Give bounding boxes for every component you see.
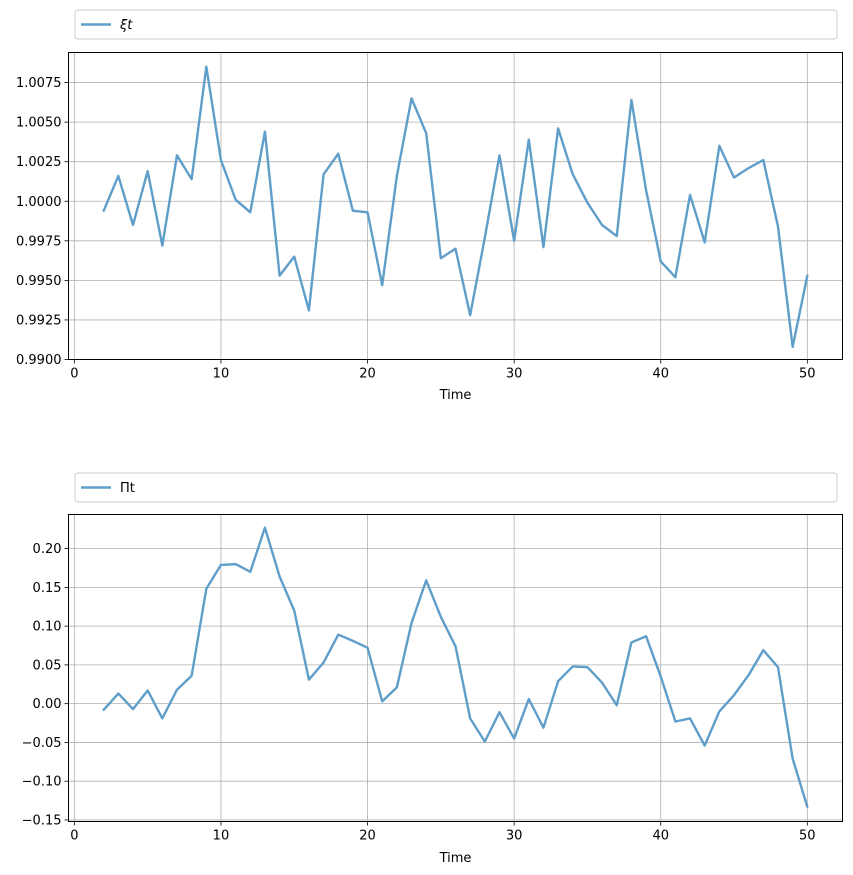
legend-label: Πt (120, 481, 135, 496)
y-tick-label: 0.9950 (16, 274, 62, 289)
legend: ξt (74, 9, 838, 40)
x-tick-label: 10 (213, 367, 230, 382)
plot-frame (68, 52, 843, 360)
x-tick-label: 30 (506, 367, 523, 382)
legend-label: ξt (119, 18, 133, 33)
series (102, 65, 809, 349)
y-axis: −0.15 −0.10 −0.05 0.00 0.05 0.10 0.15 0.20 (22, 542, 69, 828)
y-tick-label: −0.15 (22, 813, 62, 828)
series-line (102, 65, 809, 349)
y-tick-label: 0.15 (33, 581, 62, 596)
top-chart-panel: ξt 0 10 20 30 40 50 0.9900 0.9925 0.9950 0.9975 1… (16, 9, 843, 403)
legend-box (74, 9, 838, 40)
y-tick-label: 0.9925 (16, 313, 62, 328)
x-tick-label: 20 (359, 367, 376, 382)
y-tick-label: −0.10 (22, 775, 62, 790)
x-tick-label: 0 (70, 829, 78, 844)
y-tick-label: 0.10 (33, 620, 62, 635)
series (102, 526, 809, 808)
x-tick-label: 50 (799, 367, 816, 382)
y-axis: 0.9900 0.9925 0.9950 0.9975 1.0000 1.0025 1.00… (16, 76, 69, 368)
x-tick-label: 30 (506, 829, 523, 844)
series-line (102, 526, 809, 808)
grid (68, 514, 843, 822)
x-axis: 0 10 20 30 40 50 (70, 359, 816, 382)
x-tick-label: 40 (652, 829, 669, 844)
y-tick-label: 1.0025 (16, 155, 62, 170)
x-axis-label: Time (439, 851, 472, 866)
y-tick-label: −0.05 (22, 736, 62, 751)
bottom-chart-panel: Πt 0 10 20 30 40 50 −0.15 −0.10 −0.05 0.00 0.05 0.… (22, 472, 843, 866)
y-tick-label: 1.0075 (16, 76, 62, 91)
legend-box (74, 472, 838, 503)
x-tick-label: 20 (359, 829, 376, 844)
y-tick-label: 0.00 (33, 697, 62, 712)
y-tick-label: 0.9900 (16, 353, 62, 368)
x-tick-label: 50 (799, 829, 816, 844)
x-axis: 0 10 20 30 40 50 (70, 821, 816, 844)
x-axis-label: Time (439, 388, 472, 403)
plot-frame (68, 514, 843, 822)
x-tick-label: 10 (213, 829, 230, 844)
legend: Πt (74, 472, 838, 503)
grid (68, 52, 843, 360)
y-tick-label: 0.05 (33, 658, 62, 673)
y-tick-label: 0.20 (33, 542, 62, 557)
y-tick-label: 1.0000 (16, 195, 62, 210)
x-tick-label: 40 (652, 367, 669, 382)
y-tick-label: 0.9975 (16, 234, 62, 249)
x-tick-label: 0 (70, 367, 78, 382)
y-tick-label: 1.0050 (16, 116, 62, 131)
